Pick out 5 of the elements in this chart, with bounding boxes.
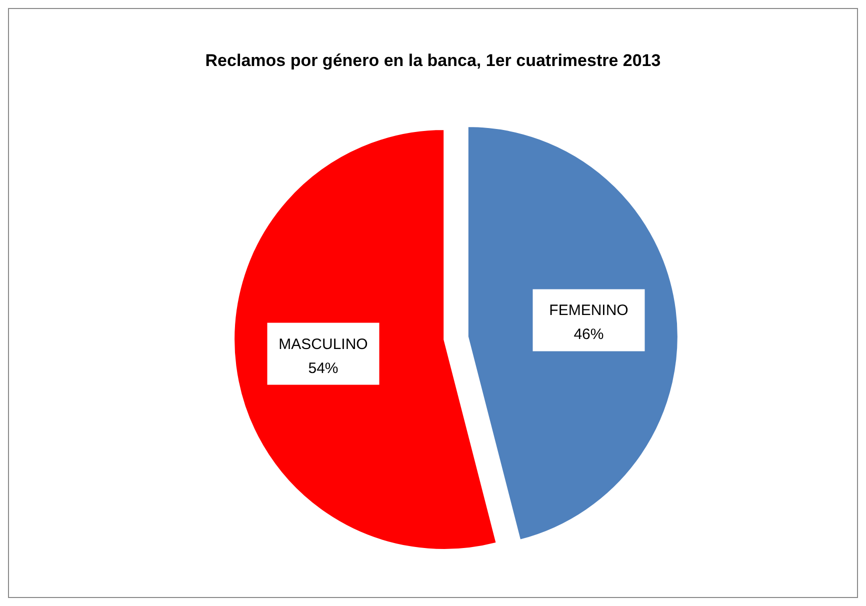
slice-label: MASCULINO [278,336,368,353]
data-label: 46% [574,326,604,344]
chart-title: Reclamos por género en la banca, 1er cuatrimestre 2013 [205,51,661,70]
slice-label: FEMENINO [549,302,628,320]
data-label: 54% [308,360,338,377]
